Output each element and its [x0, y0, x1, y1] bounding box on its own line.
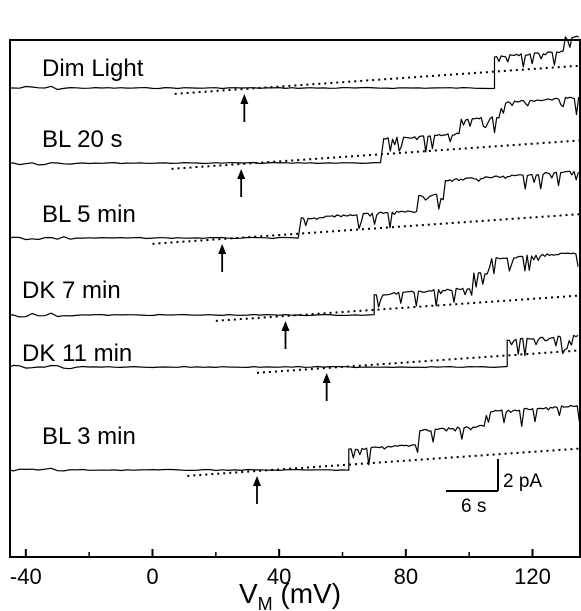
current-trace [9, 252, 579, 318]
x-axis-title-sub: M [258, 594, 273, 611]
trace-label: DK 11 min [22, 340, 132, 367]
current-trace [10, 96, 580, 166]
x-axis-title-main: V [239, 578, 258, 609]
x-axis-title-unit: (mV) [273, 578, 341, 609]
leak-dotted-line [171, 139, 581, 170]
x-axis: -40 0 40 80 120 [10, 549, 551, 589]
plot-border [9, 39, 581, 558]
current-trace [10, 35, 579, 91]
trace-label: BL 5 min [42, 201, 136, 228]
x-tick-label: 120 [514, 564, 551, 589]
x-axis-title: VM (mV) [239, 578, 341, 611]
scale-bar-current-label: 2 pA [503, 471, 542, 492]
leak-dotted-line [174, 64, 581, 95]
scale-bar-time-label: 6 s [461, 496, 486, 517]
x-tick-label: -40 [10, 564, 42, 589]
scale-bar: 2 pA 6 s [446, 459, 542, 517]
leak-dotted-line [256, 349, 581, 374]
trace-labels: Dim Light BL 20 s BL 5 min DK 7 min DK 11 mi… [22, 55, 144, 450]
x-tick-label: 80 [394, 564, 418, 589]
trace-label: DK 7 min [22, 277, 121, 304]
x-tick-label: 0 [146, 564, 158, 589]
threshold-arrow-head [237, 169, 246, 179]
threshold-arrow-head [322, 373, 331, 383]
threshold-arrow-head [253, 476, 261, 486]
leak-dotted-line [215, 294, 581, 322]
current-trace [9, 170, 579, 241]
plot-frame [9, 39, 581, 558]
trace-label: BL 3 min [42, 423, 136, 450]
current-trace [9, 334, 579, 370]
leak-dotted-line [152, 213, 581, 245]
x-tick-label: 40 [267, 564, 291, 589]
traces-layer [9, 35, 581, 504]
current-trace [9, 404, 580, 472]
threshold-arrow-head [240, 94, 249, 104]
threshold-arrow-head [218, 244, 227, 254]
trace-label: Dim Light [42, 55, 144, 82]
threshold-arrow-head [281, 321, 290, 331]
trace-label: BL 20 s [42, 126, 123, 153]
